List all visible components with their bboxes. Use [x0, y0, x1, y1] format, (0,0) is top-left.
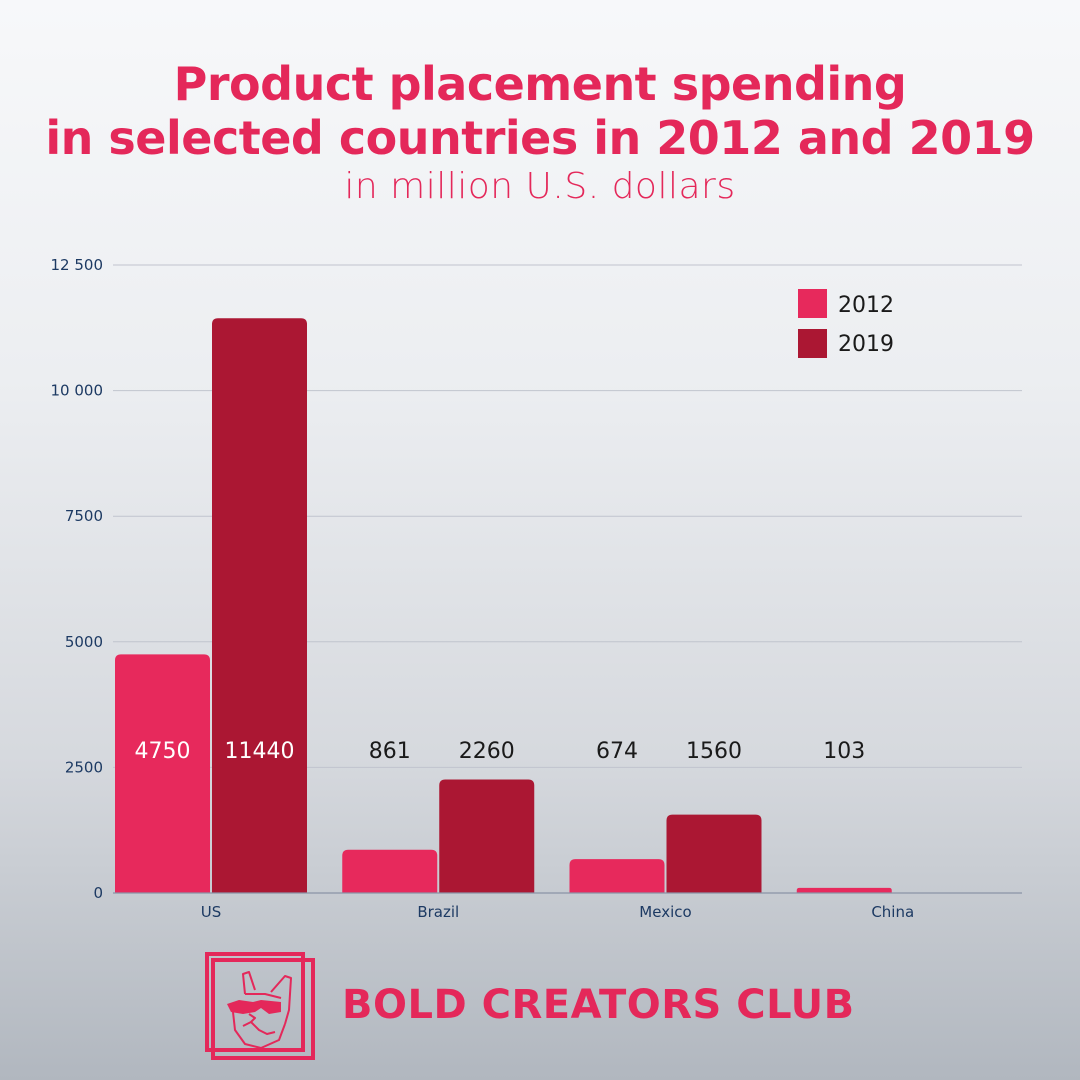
x-tick-label: China [871, 903, 914, 921]
legend-swatch-2019 [798, 329, 827, 358]
chart-title-line-2: in selected countries in 2012 and 2019 [45, 111, 1035, 165]
y-axis-ticks: 0 2500 5000 7500 10 000 12 500 [51, 256, 104, 902]
x-tick-label: US [201, 903, 222, 921]
data-label: 103 [823, 739, 865, 764]
chart-title-line-1: Product placement spending [173, 57, 907, 111]
data-label: 4750 [135, 739, 191, 764]
legend-label-2019: 2019 [838, 332, 894, 357]
bar-china-2012 [796, 887, 892, 893]
y-tick-label: 5000 [65, 633, 103, 651]
bar-brazil-2012 [342, 849, 438, 893]
x-axis-labels: US Brazil Mexico China [201, 903, 914, 921]
x-tick-label: Brazil [417, 903, 459, 921]
bar-us-2019 [212, 318, 307, 893]
legend-label-2012: 2012 [838, 293, 894, 318]
bars [115, 318, 892, 893]
bulldog-sunglasses-icon [205, 952, 315, 1060]
bar-brazil-2019 [439, 779, 535, 893]
x-tick-label: Mexico [639, 903, 691, 921]
y-tick-label: 7500 [65, 507, 103, 525]
data-label: 861 [369, 739, 411, 764]
data-label: 674 [596, 739, 638, 764]
legend: 2012 2019 [798, 289, 894, 358]
y-tick-label: 0 [93, 884, 103, 902]
brand-name: BOLD CREATORS CLUB [342, 982, 855, 1028]
bar-mexico-2019 [666, 814, 762, 893]
chart-subtitle: in million U.S. dollars [344, 166, 736, 207]
data-labels: 4750 11440 861 2260 674 1560 103 [135, 739, 866, 764]
bar-us-2012 [115, 654, 210, 893]
legend-swatch-2012 [798, 289, 827, 318]
brand-logo [205, 952, 317, 1062]
data-label: 2260 [459, 739, 515, 764]
bar-mexico-2012 [569, 859, 665, 893]
data-label: 11440 [225, 739, 295, 764]
y-tick-label: 12 500 [51, 256, 104, 274]
y-tick-label: 2500 [65, 758, 103, 776]
y-tick-label: 10 000 [51, 382, 104, 400]
data-label: 1560 [686, 739, 742, 764]
